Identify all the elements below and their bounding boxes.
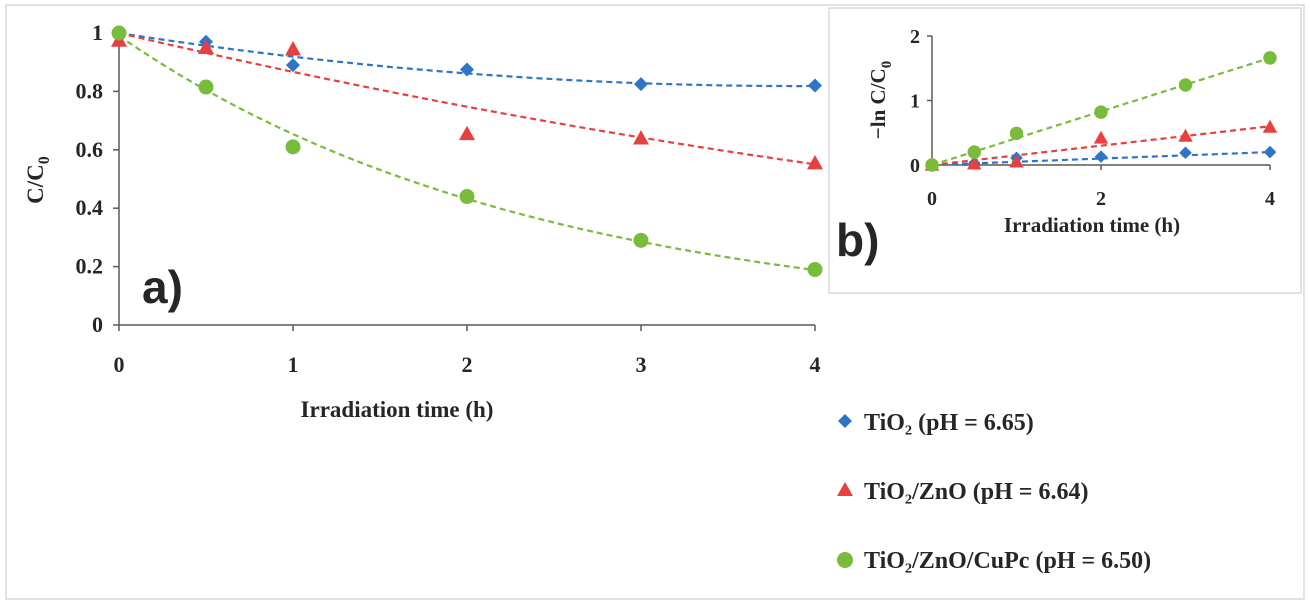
chart-b-x-tick-label: 2 (1096, 188, 1106, 210)
point-b-tio2-zno-cupc-ph-6-50 (1178, 78, 1193, 92)
chart-a-y-tick-label: 0.6 (76, 137, 104, 162)
legend-item-tio2-zno-cupc: TiO₂/ZnO/CuPc (pH = 6.50) (837, 548, 1151, 574)
point-b-tio2-zno-cupc-ph-6-50 (1009, 126, 1024, 141)
point-b-tio2-ph-6-65 (1179, 146, 1192, 160)
point-a-tio2-zno-ph-6-64 (807, 154, 823, 170)
point-a-tio2-zno-ph-6-64 (285, 41, 301, 56)
chart-a-y-title-sub: 0 (36, 156, 53, 164)
point-b-tio2-zno-cupc-ph-6-50 (1263, 51, 1277, 65)
chart-a-y-tick-label: 0.2 (76, 254, 104, 279)
point-a-tio2-ph-6-65 (634, 77, 648, 92)
chart-a-y-axis-title: C/C0 (23, 156, 53, 204)
point-a-tio2-ph-6-65 (286, 58, 300, 73)
chart-b-markers (924, 51, 1278, 172)
chart-a-y-tick-label: 0.8 (76, 78, 104, 103)
trendline-a-tio2-zno-ph-6-64 (118, 31, 816, 166)
point-b-tio2-zno-cupc-ph-6-50 (967, 145, 981, 159)
chart-a-x-tick-label: 2 (462, 352, 473, 377)
point-a-tio2-zno-ph-6-64 (198, 39, 214, 54)
chart-b-y-title-sub: 0 (879, 61, 895, 69)
point-a-tio2-zno-ph-6-64 (633, 130, 649, 145)
point-b-tio2-zno-ph-6-64 (1009, 154, 1024, 168)
chart-a-x-tick-label: 0 (114, 352, 125, 377)
point-b-tio2-zno-cupc-ph-6-50 (925, 158, 939, 172)
chart-a-y-tick-label: 0.4 (76, 195, 104, 220)
point-a-tio2-zno-cupc-ph-6-50 (807, 262, 823, 278)
point-a-tio2-zno-cupc-ph-6-50 (285, 139, 301, 155)
chart-a-x-tick-label: 3 (636, 352, 647, 377)
chart-a-y-tick-label: 1 (92, 20, 103, 45)
diamond-marker-icon (838, 414, 852, 428)
point-a-tio2-ph-6-65 (808, 78, 822, 93)
panel-label-b: b) (836, 214, 879, 266)
legend-item-tio2: TiO₂ (pH = 6.65) (838, 410, 1034, 436)
chart-b-y-axis-title: −ln C/C0 (866, 61, 895, 139)
chart-b-x-tick-label: 0 (927, 188, 937, 210)
chart-a: 0 0.2 0.4 0.6 0.8 1 0 1 2 3 4 Irradiation time (h… (23, 20, 823, 422)
chart-b-y-title-main: −ln C/C (866, 68, 890, 139)
point-a-tio2-zno-cupc-ph-6-50 (198, 79, 214, 95)
point-b-tio2-zno-ph-6-64 (1093, 130, 1109, 144)
chart-a-y-ticks: 0 0.2 0.4 0.6 0.8 1 (76, 20, 119, 337)
chart-b-y-tick-label: 2 (910, 26, 920, 48)
chart-a-x-ticks: 0 1 2 3 4 (114, 325, 821, 377)
point-b-tio2-zno-cupc-ph-6-50 (1094, 105, 1108, 119)
trendline-b-tio2-ph-6-65 (931, 151, 1271, 167)
point-b-tio2-zno-ph-6-64 (1262, 119, 1278, 133)
point-a-tio2-ph-6-65 (460, 62, 474, 77)
legend-label-tio2: TiO₂ (pH = 6.65) (864, 410, 1034, 436)
point-b-tio2-ph-6-65 (1094, 150, 1108, 163)
chart-a-x-tick-label: 1 (288, 352, 299, 377)
panel-label-a: a) (142, 261, 183, 313)
legend-item-tio2-zno: TiO₂/ZnO (pH = 6.64) (837, 479, 1088, 505)
circle-marker-icon (837, 552, 853, 568)
chart-a-x-axis-title: Irradiation time (h) (301, 397, 494, 422)
chart-a-y-title-main: C/C (23, 164, 48, 204)
point-b-tio2-zno-ph-6-64 (967, 156, 982, 170)
trendline-b-tio2-zno-cupc-ph-6-50 (931, 56, 1271, 167)
legend-label-tio2-zno-cupc: TiO₂/ZnO/CuPc (pH = 6.50) (864, 548, 1151, 574)
point-a-tio2-zno-ph-6-64 (459, 125, 475, 141)
chart-b-x-tick-label: 4 (1265, 188, 1275, 210)
chart-a-y-tick-label: 0 (92, 312, 103, 337)
legend-label-tio2-zno: TiO₂/ZnO (pH = 6.64) (864, 479, 1088, 505)
chart-a-markers (111, 25, 823, 278)
point-a-tio2-zno-cupc-ph-6-50 (111, 25, 127, 41)
chart-b-y-tick-label: 0 (910, 155, 920, 177)
point-b-tio2-ph-6-65 (1263, 145, 1277, 159)
trendline-b-tio2-zno-ph-6-64 (931, 125, 1271, 167)
point-b-tio2-zno-ph-6-64 (1178, 128, 1193, 142)
chart-a-x-tick-label: 4 (810, 352, 821, 377)
chart-b-x-axis-title: Irradiation time (h) (1004, 213, 1180, 237)
point-a-tio2-zno-cupc-ph-6-50 (459, 189, 475, 205)
legend: TiO₂ (pH = 6.65) TiO₂/ZnO (pH = 6.64) Ti… (837, 410, 1151, 574)
chart-b-trendlines (931, 56, 1271, 167)
chart-b-y-tick-label: 1 (910, 91, 920, 113)
triangle-marker-icon (837, 482, 853, 496)
point-a-tio2-zno-cupc-ph-6-50 (633, 232, 649, 248)
